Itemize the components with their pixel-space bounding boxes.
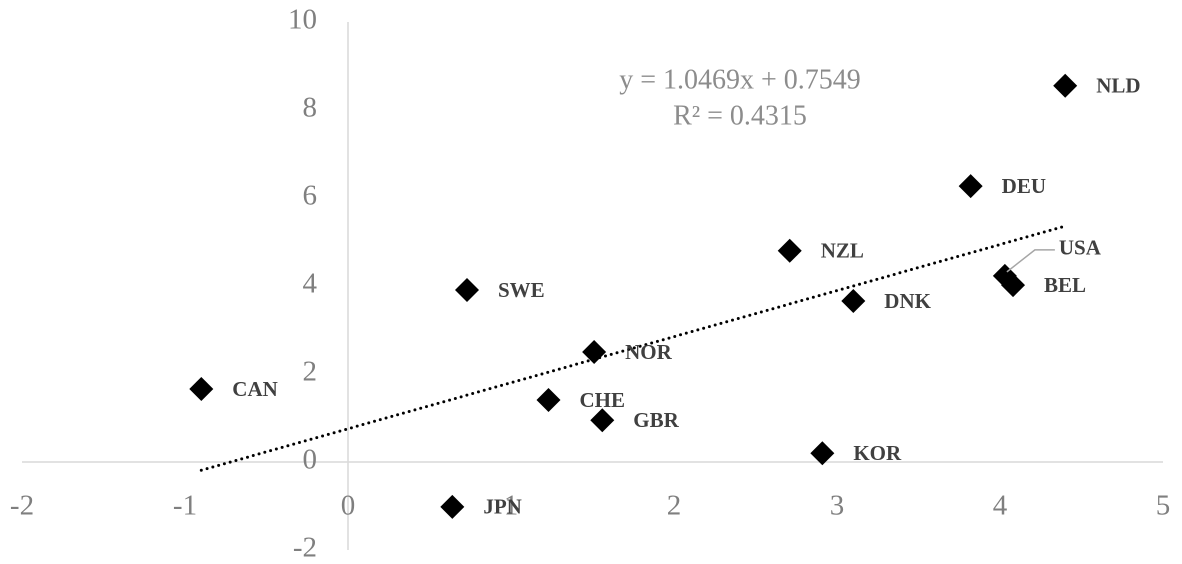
point-label: CAN	[232, 377, 277, 401]
trend-r2: R² = 0.4315	[673, 100, 807, 131]
point	[590, 408, 615, 433]
point-label: NZL	[821, 239, 864, 263]
y-tick-label: 0	[303, 444, 318, 476]
point-label: JPN	[483, 495, 522, 519]
y-tick-label: 4	[303, 268, 318, 300]
leader-line	[1006, 249, 1055, 273]
trend-equation: y = 1.0469x + 0.7549	[619, 64, 861, 95]
point-label: GBR	[633, 408, 679, 432]
trendline	[199, 224, 1067, 472]
point-label: DEU	[1002, 174, 1046, 198]
y-tick-label: 10	[288, 4, 317, 36]
point	[440, 494, 465, 519]
x-tick-label: 1	[504, 490, 519, 522]
x-tick-label: -2	[10, 490, 34, 522]
point-label: BEL	[1044, 273, 1086, 297]
point	[582, 340, 607, 364]
point	[189, 376, 214, 401]
point	[536, 387, 561, 412]
point-label: KOR	[853, 441, 902, 465]
point	[777, 238, 802, 263]
point-label: NOR	[625, 340, 673, 364]
point-label: SWE	[498, 278, 545, 302]
x-tick-label: 2	[667, 490, 682, 522]
point	[1053, 73, 1078, 98]
y-tick-label: 2	[303, 356, 318, 388]
x-tick-label: -1	[173, 490, 197, 522]
point	[454, 277, 479, 302]
x-tick-label: 3	[830, 490, 845, 522]
point	[810, 441, 835, 466]
point-label: USA	[1059, 236, 1102, 260]
point	[841, 288, 866, 313]
x-tick-label: 4	[993, 490, 1008, 522]
x-tick-label: 5	[1156, 490, 1171, 522]
y-tick-label: -2	[293, 532, 317, 564]
point	[958, 174, 983, 199]
x-tick-label: 0	[341, 490, 356, 522]
y-tick-label: 8	[303, 92, 318, 124]
y-tick-label: 6	[303, 180, 318, 212]
point-label: DNK	[884, 289, 931, 313]
point-label: NLD	[1096, 74, 1140, 98]
point-label: CHE	[579, 388, 625, 412]
point	[1001, 273, 1026, 298]
